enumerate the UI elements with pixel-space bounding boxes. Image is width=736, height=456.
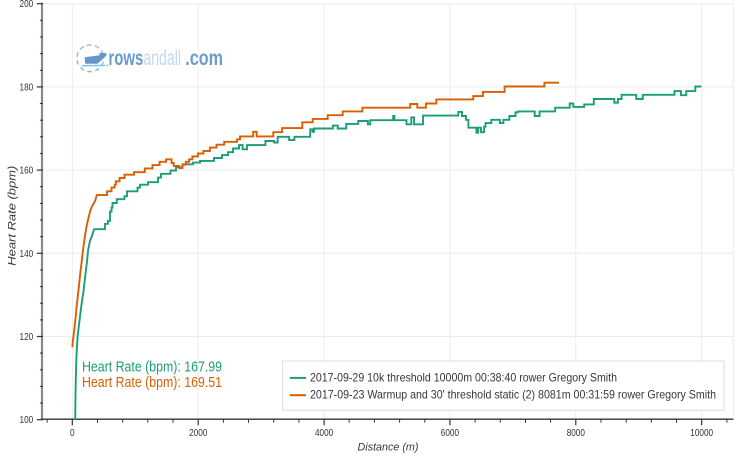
svg-text:.com: .com bbox=[185, 47, 223, 70]
svg-text:10000: 10000 bbox=[690, 428, 713, 439]
svg-text:0: 0 bbox=[70, 428, 75, 439]
svg-text:2000: 2000 bbox=[189, 428, 208, 439]
svg-text:2017-09-29 10k threshold 10000: 2017-09-29 10k threshold 10000m 00:38:40… bbox=[310, 370, 617, 384]
svg-text:2017-09-23 Warmup and 30' thre: 2017-09-23 Warmup and 30' threshold stat… bbox=[310, 388, 716, 402]
svg-text:8000: 8000 bbox=[567, 428, 586, 439]
svg-text:4000: 4000 bbox=[315, 428, 334, 439]
svg-text:andall: andall bbox=[143, 47, 181, 70]
svg-text:6000: 6000 bbox=[441, 428, 460, 439]
svg-text:Heart Rate (bpm): Heart Rate (bpm) bbox=[7, 165, 19, 265]
svg-text:Heart Rate (bpm): 167.99: Heart Rate (bpm): 167.99 bbox=[82, 358, 222, 375]
svg-text:120: 120 bbox=[20, 332, 34, 343]
svg-text:160: 160 bbox=[20, 166, 34, 177]
svg-text:100: 100 bbox=[20, 415, 34, 426]
svg-text:Distance (m): Distance (m) bbox=[358, 441, 419, 453]
svg-text:140: 140 bbox=[20, 249, 34, 260]
svg-text:Heart Rate (bpm): 169.51: Heart Rate (bpm): 169.51 bbox=[82, 374, 222, 391]
svg-text:200: 200 bbox=[20, 0, 34, 10]
svg-text:rows: rows bbox=[108, 47, 143, 70]
svg-text:180: 180 bbox=[20, 82, 34, 93]
